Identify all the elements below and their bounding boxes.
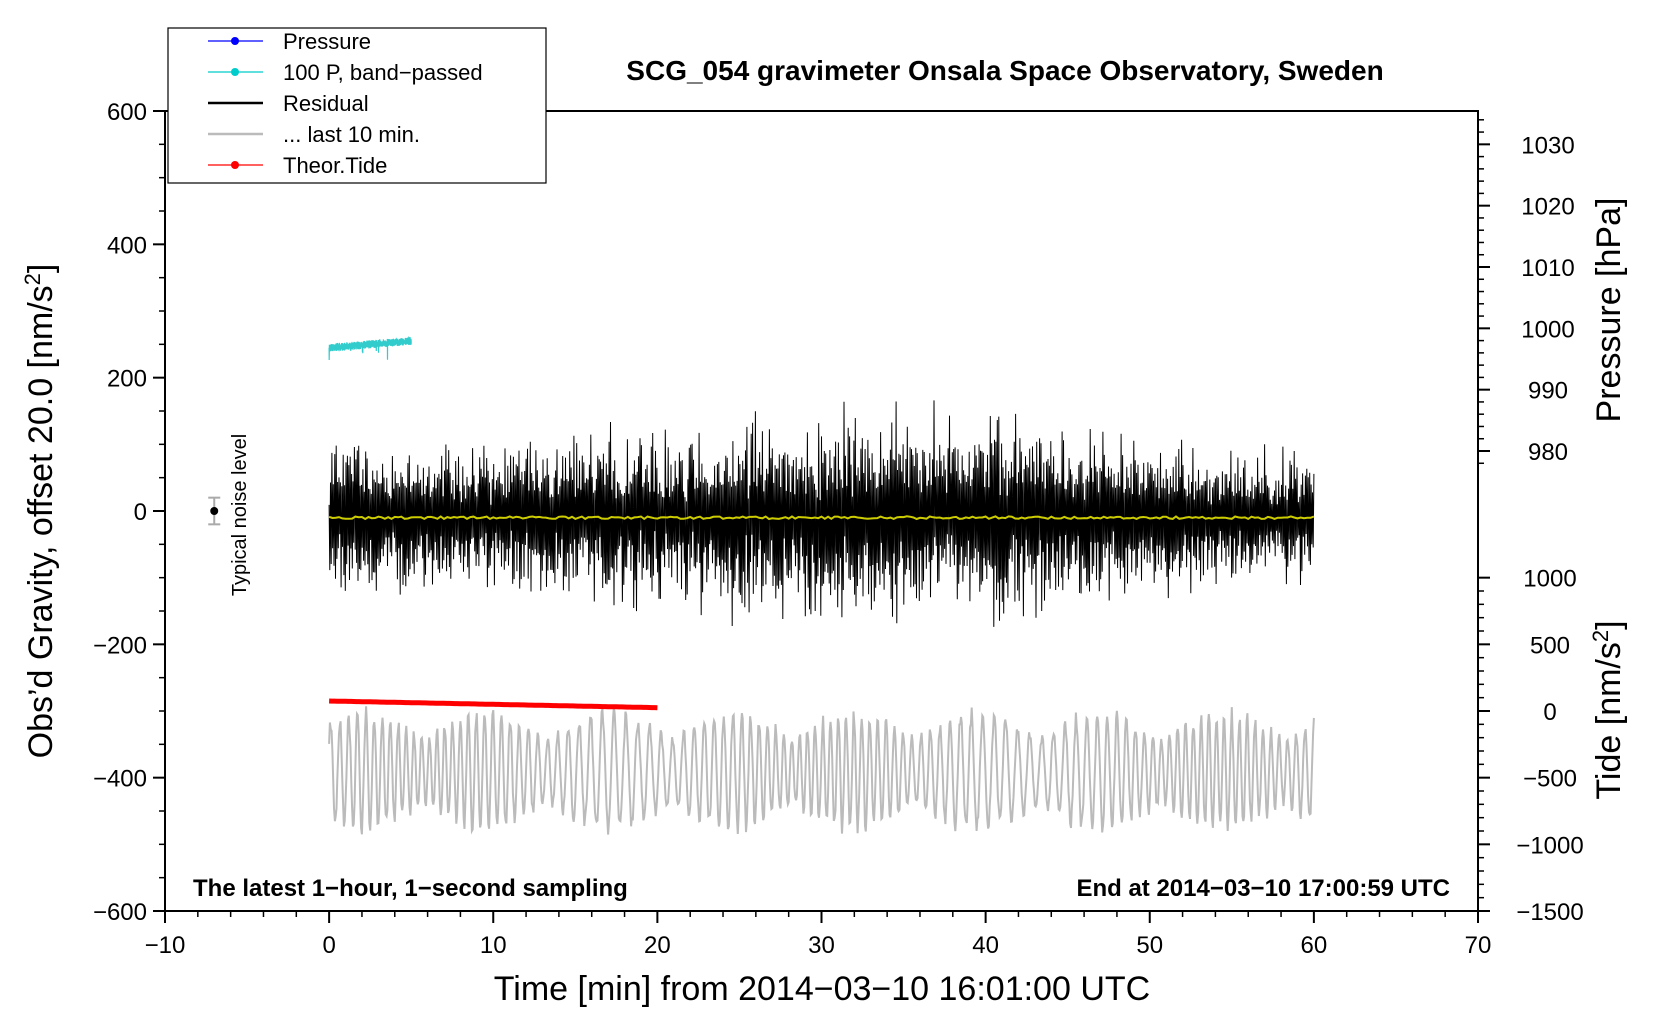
legend-label: Theor.Tide	[283, 153, 387, 178]
tide-axis-label: Tide [nm/s2]	[1588, 620, 1629, 799]
y-tick-label: 200	[107, 366, 147, 393]
footnote-right: End at 2014−03−10 17:00:59 UTC	[1076, 875, 1450, 902]
legend-label: ... last 10 min.	[283, 122, 420, 147]
x-axis-ticks: −10 0 10 20 30 40 50 60 70	[145, 911, 1492, 959]
residual-series	[328, 400, 1315, 627]
noise-marker	[208, 496, 221, 526]
x-tick-label: 70	[1465, 932, 1492, 959]
pressure-tick-label: 1020	[1521, 194, 1574, 221]
y-tick-label: 0	[134, 499, 147, 526]
tide-tick-label: −1000	[1516, 832, 1583, 859]
x-tick-label: 0	[322, 932, 335, 959]
x-tick-label: −10	[145, 932, 186, 959]
y-tick-label: −400	[93, 766, 147, 793]
pressure-axis-ticks: 1030 1020 1010 1000 990 980	[1478, 119, 1575, 466]
footnote-left: The latest 1−hour, 1−second sampling	[193, 875, 628, 902]
y-tick-label: −600	[93, 899, 147, 926]
x-tick-label: 30	[808, 932, 835, 959]
y-axis-label: Obs’d Gravity, offset 20.0 [nm/s2]	[20, 264, 61, 759]
legend-swatch-marker	[231, 68, 239, 76]
x-tick-label: 20	[644, 932, 671, 959]
legend-label: Residual	[283, 91, 369, 116]
x-axis-label: Time [min] from 2014−03−10 16:01:00 UTC	[494, 970, 1150, 1008]
y-axis-ticks: 600 400 200 0 −200 −400 −600	[93, 99, 165, 926]
pressure-axis-label: Pressure [hPa]	[1590, 198, 1628, 423]
x-tick-label: 40	[972, 932, 999, 959]
pressure-tick-label: 990	[1528, 378, 1568, 405]
legend-label: 100 P, band−passed	[283, 60, 483, 85]
x-tick-label: 60	[1301, 932, 1328, 959]
tide-tick-label: −1500	[1516, 899, 1583, 926]
x-tick-label: 10	[480, 932, 507, 959]
tide-tick-label: −500	[1523, 766, 1577, 793]
band-passed-line	[328, 335, 412, 361]
legend-label: Pressure	[283, 29, 371, 54]
noise-level-label: Typical noise level	[229, 434, 251, 596]
pressure-tick-label: 980	[1528, 439, 1568, 466]
pressure-tick-label: 1000	[1521, 316, 1574, 343]
chart-title: SCG_054 gravimeter Onsala Space Observat…	[626, 55, 1383, 86]
legend-swatch-marker	[231, 161, 239, 169]
last-10-min-series	[328, 706, 1315, 835]
y-tick-label: 400	[107, 232, 147, 259]
x-tick-label: 50	[1136, 932, 1163, 959]
last-10-min-line	[328, 706, 1315, 835]
residual-line	[328, 400, 1315, 627]
tide-tick-label: 0	[1543, 699, 1556, 726]
tide-tick-label: 500	[1530, 632, 1570, 659]
theoretical-tide-series	[329, 698, 658, 711]
pressure-tick-label: 1010	[1521, 255, 1574, 282]
tide-tick-label: 1000	[1523, 566, 1576, 593]
pressure-tick-label: 1030	[1521, 132, 1574, 159]
tide-line	[329, 698, 658, 711]
legend-box	[167, 27, 547, 184]
band-passed-pressure-series	[328, 335, 412, 361]
y-tick-label: 600	[107, 99, 147, 126]
legend: Pressure 100 P, band−passed Residual ... la…	[167, 27, 547, 184]
residual-smoothed-line	[328, 515, 1315, 521]
residual-smoothed-series	[328, 515, 1315, 521]
legend-swatch-marker	[231, 37, 239, 45]
tide-axis-ticks: 1000 500 0 −500 −1000 −1500	[1478, 566, 1584, 926]
y-tick-label: −200	[93, 632, 147, 659]
noise-point	[210, 507, 219, 515]
